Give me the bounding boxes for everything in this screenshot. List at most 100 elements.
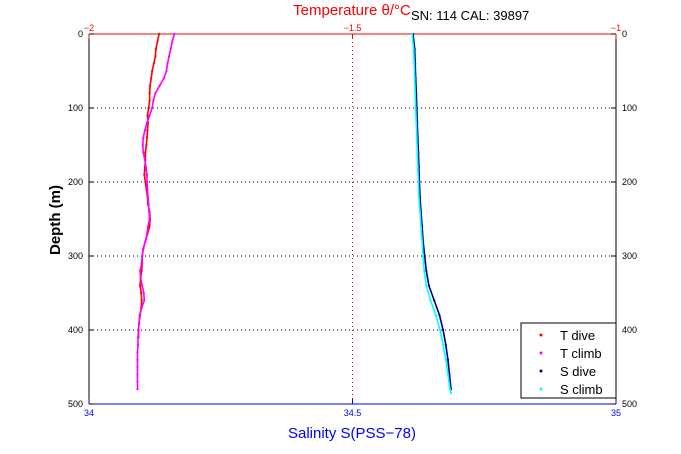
data-point-t-climb	[136, 351, 139, 354]
y-tick-label-right: 400	[622, 325, 637, 335]
data-point-t-climb	[136, 388, 139, 391]
data-point-s-climb	[417, 180, 420, 184]
y-tick-label-left: 100	[68, 103, 83, 113]
top-axis-tick-label: −2	[84, 23, 94, 33]
data-point-t-climb	[162, 77, 165, 80]
data-point-t-dive	[145, 143, 148, 147]
data-point-t-climb	[139, 269, 142, 272]
data-point-t-climb	[142, 247, 145, 250]
data-point-s-climb	[425, 284, 428, 287]
data-point-s-climb	[438, 328, 442, 332]
legend-label: T climb	[560, 346, 602, 361]
data-point-t-dive	[148, 225, 151, 228]
data-point-t-dive	[148, 99, 151, 102]
data-point-t-climb	[141, 143, 144, 147]
data-point-t-climb	[139, 277, 142, 280]
data-point-t-climb	[145, 232, 149, 235]
temperature-axis-title: Temperature θ/°C	[293, 2, 411, 19]
bottom-axis-tick-label: 34.5	[344, 408, 362, 418]
data-point-t-climb	[136, 373, 139, 376]
data-point-t-dive	[139, 284, 142, 287]
data-point-t-climb	[142, 136, 145, 139]
data-point-s-dive	[444, 343, 447, 346]
data-point-t-climb	[166, 62, 169, 65]
data-point-t-climb	[141, 284, 144, 287]
data-point-s-dive	[427, 284, 430, 287]
data-point-t-dive	[151, 69, 154, 73]
salinity-axis-title: Salinity S(PSS−78)	[288, 425, 416, 442]
legend-marker	[539, 351, 543, 355]
data-point-t-climb	[143, 299, 146, 302]
data-point-t-climb	[146, 225, 150, 228]
data-point-t-climb	[137, 328, 140, 332]
grid-layer	[89, 34, 616, 404]
data-point-s-climb	[415, 121, 418, 124]
data-point-t-dive	[158, 32, 161, 36]
data-point-t-climb	[138, 314, 141, 317]
data-point-s-climb	[421, 240, 424, 243]
data-point-t-climb	[154, 92, 157, 95]
data-point-t-dive	[140, 291, 143, 295]
data-point-t-dive	[149, 84, 152, 87]
legend-marker	[539, 369, 543, 373]
data-point-t-dive	[140, 299, 143, 302]
top-axis-tick-label: −1.5	[344, 23, 362, 33]
serial-calibration-label: SN: 114 CAL: 39897	[411, 8, 529, 23]
data-point-s-climb	[415, 136, 418, 139]
data-point-t-dive	[147, 106, 150, 110]
data-point-t-climb	[148, 114, 151, 117]
data-point-s-climb	[422, 254, 425, 258]
data-point-t-climb	[142, 151, 145, 154]
data-point-t-dive	[146, 114, 149, 117]
bottom-axis-tick-label: 34	[84, 408, 94, 418]
data-point-s-climb	[416, 166, 419, 169]
legend-marker	[539, 387, 543, 391]
y-tick-label-right: 300	[622, 251, 637, 261]
data-point-t-climb	[148, 217, 151, 221]
y-tick-label-left: 400	[68, 325, 83, 335]
data-point-s-climb	[419, 225, 423, 228]
data-point-t-climb	[148, 210, 151, 213]
data-point-t-climb	[146, 188, 149, 191]
data-point-s-climb	[418, 210, 422, 213]
legend-label: S climb	[560, 382, 603, 397]
data-point-s-climb	[444, 358, 447, 361]
data-point-t-climb	[171, 40, 174, 43]
data-point-s-climb	[423, 269, 426, 272]
data-point-s-climb	[413, 62, 416, 65]
series-line-s-climb	[411, 33, 452, 394]
y-tick-label-right: 0	[622, 29, 627, 39]
data-point-s-climb	[429, 299, 432, 302]
data-point-s-climb	[414, 106, 417, 110]
y-tick-label-right: 200	[622, 177, 637, 187]
data-point-t-climb	[138, 321, 141, 324]
data-point-s-climb	[414, 92, 417, 95]
data-point-t-climb	[165, 69, 168, 73]
y-tick-label-right: 100	[622, 103, 637, 113]
data-point-t-climb	[143, 158, 146, 161]
y-tick-label-left: 0	[78, 29, 83, 39]
y-tick-label-left: 300	[68, 251, 83, 261]
data-point-t-climb	[145, 121, 149, 124]
y-tick-label-right: 500	[622, 399, 637, 409]
data-point-t-climb	[146, 195, 150, 198]
data-point-t-climb	[136, 336, 140, 339]
data-point-s-climb	[413, 77, 416, 80]
bottom-axis-tick-label: 35	[611, 408, 621, 418]
data-point-t-climb	[169, 47, 172, 50]
data-point-s-dive	[433, 299, 436, 302]
data-point-t-climb	[145, 173, 149, 176]
data-point-t-climb	[142, 291, 145, 295]
data-point-t-climb	[141, 254, 144, 258]
data-point-t-climb	[136, 343, 140, 346]
data-point-s-dive	[438, 314, 441, 317]
data-point-s-dive	[425, 269, 428, 272]
data-point-t-climb	[168, 55, 171, 58]
data-point-s-climb	[416, 151, 419, 154]
y-tick-label-left: 200	[68, 177, 83, 187]
data-point-t-dive	[145, 136, 149, 139]
data-point-s-climb	[449, 391, 453, 394]
data-point-t-climb	[173, 32, 176, 36]
data-point-t-dive	[144, 180, 147, 184]
